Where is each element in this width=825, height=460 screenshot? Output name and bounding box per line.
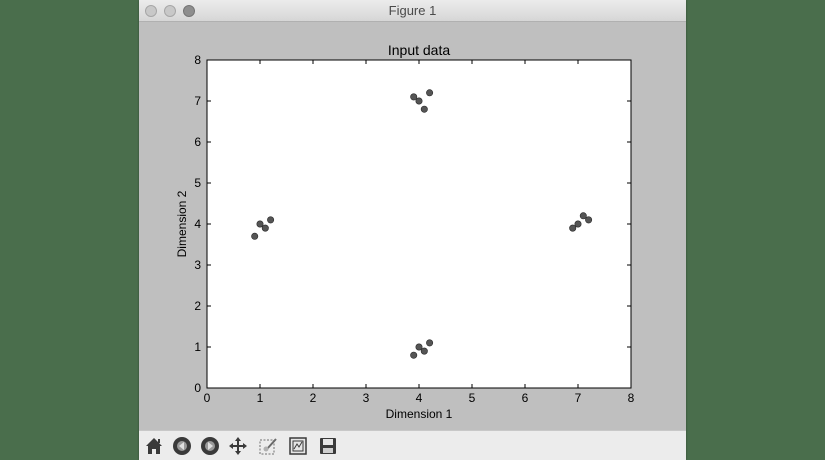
y-tick-label: 0 <box>194 381 201 395</box>
figure-canvas: 0 1 2 3 4 5 6 7 8 0 1 2 3 4 5 6 7 8 Input data Dimension … <box>139 22 686 430</box>
forward-button[interactable] <box>197 433 223 459</box>
forward-arrow-icon <box>201 437 219 455</box>
y-tick-label: 1 <box>194 340 201 354</box>
y-tick-label: 5 <box>194 176 201 190</box>
data-point <box>426 89 434 97</box>
data-point <box>415 97 423 105</box>
data-point <box>410 351 418 359</box>
x-tick-label: 2 <box>310 391 317 405</box>
x-tick-label: 7 <box>575 391 582 405</box>
x-tick-label: 3 <box>363 391 370 405</box>
data-point <box>569 224 577 232</box>
save-button[interactable] <box>315 433 341 459</box>
y-tick-label: 4 <box>194 217 201 231</box>
back-arrow-icon <box>173 437 191 455</box>
title-bar: Figure 1 <box>139 0 686 22</box>
chart-title: Input data <box>388 42 450 58</box>
data-point <box>261 224 269 232</box>
data-point <box>420 105 428 113</box>
zoom-button[interactable] <box>255 433 281 459</box>
pan-button[interactable] <box>225 433 251 459</box>
y-tick-label: 7 <box>194 94 201 108</box>
window-title: Figure 1 <box>388 3 437 18</box>
configure-subplots-button[interactable] <box>285 433 311 459</box>
data-point <box>574 220 582 228</box>
back-button[interactable] <box>169 433 195 459</box>
x-tick-label: 5 <box>469 391 476 405</box>
subplots-icon <box>289 437 307 455</box>
scatter-plot: 0 1 2 3 4 5 6 7 8 0 1 2 3 4 5 6 7 8 Input data Dimension … <box>139 22 686 430</box>
zoom-window-button[interactable] <box>183 5 195 17</box>
y-tick-label: 6 <box>194 135 201 149</box>
home-button[interactable] <box>141 433 167 459</box>
x-tick-label: 1 <box>257 391 264 405</box>
data-point <box>251 232 259 240</box>
data-point <box>420 347 428 355</box>
move-arrows-icon <box>229 437 247 455</box>
data-point <box>579 212 587 220</box>
y-tick-label: 2 <box>194 299 201 313</box>
close-window-button[interactable] <box>145 5 157 17</box>
data-point <box>410 93 418 101</box>
axes-area <box>206 59 632 389</box>
x-tick-label: 8 <box>628 391 635 405</box>
y-tick-label: 8 <box>194 53 201 67</box>
data-point <box>267 216 275 224</box>
zoom-rect-icon <box>259 438 277 455</box>
y-tick-label: 3 <box>194 258 201 272</box>
data-point <box>415 343 423 351</box>
x-tick-label: 6 <box>522 391 529 405</box>
data-point <box>426 339 434 347</box>
x-tick-label: 4 <box>416 391 423 405</box>
x-tick-label: 0 <box>204 391 211 405</box>
matplotlib-toolbar <box>139 430 686 460</box>
minimize-window-button[interactable] <box>164 5 176 17</box>
floppy-disk-icon <box>320 438 336 454</box>
data-point <box>585 216 593 224</box>
home-icon <box>146 438 162 454</box>
data-point <box>256 220 264 228</box>
y-axis-label: Dimension 2 <box>175 190 189 257</box>
x-axis-label: Dimension 1 <box>386 407 453 421</box>
figure-window: Figure 1 0 1 2 3 4 5 6 7 8 0 1 2 3 4 5 6 7 8 Input data D… <box>139 0 686 460</box>
